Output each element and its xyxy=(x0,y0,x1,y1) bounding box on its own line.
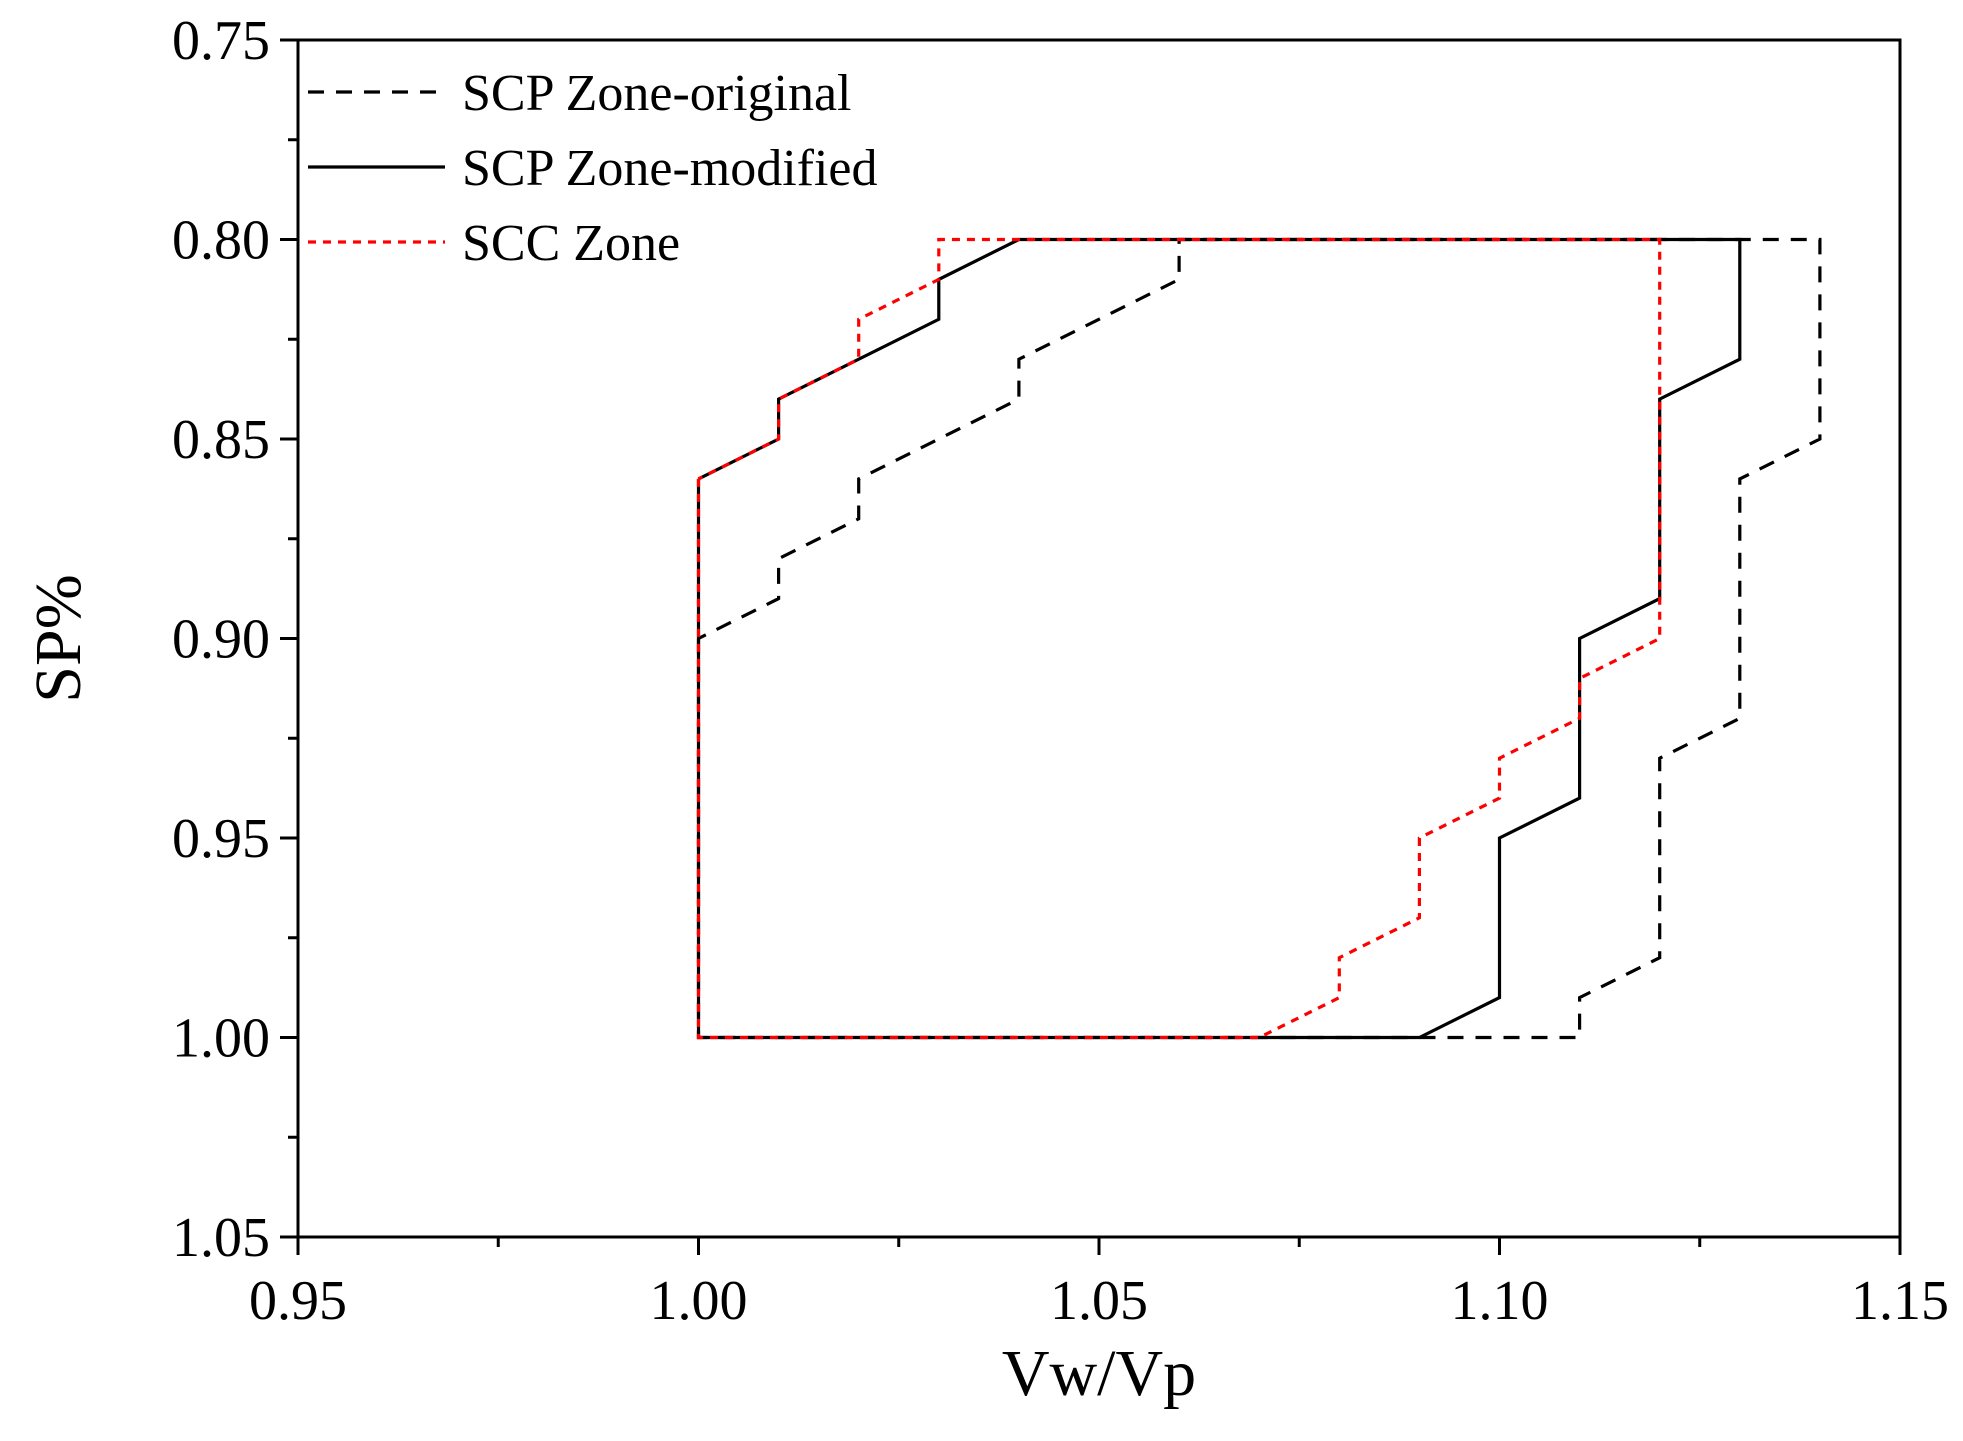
y-tick-label: 0.80 xyxy=(172,210,270,272)
ticks-layer: 0.95 1.00 1.05 1.10 1.15 0.75 0.80 0.85 0.90 0.95… xyxy=(172,10,1949,1332)
x-axis-title: Vw/Vp xyxy=(1002,1337,1196,1410)
y-tick-label: 1.00 xyxy=(172,1008,270,1070)
series-layer xyxy=(696,237,1822,1040)
x-tick-label: 1.05 xyxy=(1050,1270,1148,1332)
series-line-scc-zone xyxy=(696,237,1662,1040)
x-tick-label: 1.15 xyxy=(1851,1270,1949,1332)
legend: SCP Zone-original SCP Zone-modified SCC Zo… xyxy=(308,65,878,272)
y-tick-label: 0.75 xyxy=(172,10,270,72)
x-tick-label: 1.10 xyxy=(1451,1270,1549,1332)
y-tick-label: 0.90 xyxy=(172,609,270,671)
legend-label: SCP Zone-modified xyxy=(462,140,878,197)
legend-label: SCC Zone xyxy=(462,215,680,272)
y-tick-label: 0.85 xyxy=(172,409,270,471)
series-line-scp-zone-modified xyxy=(696,237,1742,1040)
y-tick-label: 1.05 xyxy=(172,1207,270,1269)
series-line-scp-zone-original xyxy=(696,237,1822,1040)
y-axis-title: SP% xyxy=(22,574,95,702)
x-tick-label: 0.95 xyxy=(249,1270,347,1332)
plot-frame xyxy=(296,38,1902,1239)
y-tick-label: 0.95 xyxy=(172,808,270,870)
x-tick-label: 1.00 xyxy=(650,1270,748,1332)
legend-label: SCP Zone-original xyxy=(462,65,852,122)
